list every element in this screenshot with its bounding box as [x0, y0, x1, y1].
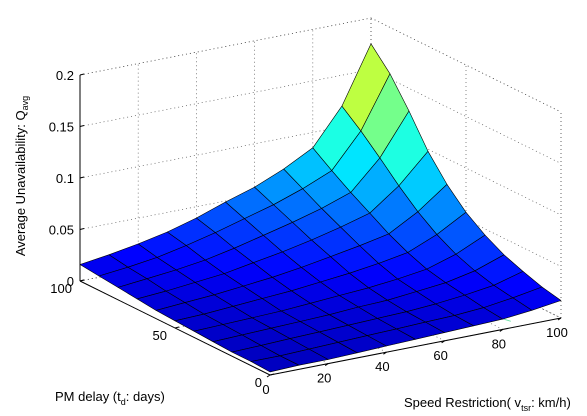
grid-line-z	[79, 17, 372, 76]
z-tick-label: 0.2	[56, 68, 74, 83]
z-tick	[79, 73, 85, 76]
x-tick-label: 100	[546, 325, 568, 340]
z-axis-label-main: Average Unavailability: Q	[13, 110, 28, 256]
surface-mesh	[79, 43, 562, 373]
x-tick-label: 40	[375, 359, 389, 374]
grid-line-z	[79, 120, 372, 179]
x-axis-line	[269, 317, 562, 376]
z-tick-label: 0.15	[49, 120, 74, 135]
x-tick-label: 20	[317, 371, 331, 386]
x-axis-label-sub: tsr	[521, 403, 531, 413]
x-tick	[499, 328, 504, 332]
z-tick	[79, 279, 85, 282]
y-tick-label: 50	[153, 328, 167, 343]
z-axis-label: Average Unavailability: Qavg	[13, 96, 30, 256]
x-tick	[557, 317, 562, 321]
grid-line-z	[370, 172, 562, 267]
z-tick	[79, 176, 85, 179]
y-tick-label: 0	[255, 375, 262, 390]
x-tick-label: 80	[492, 336, 506, 351]
z-axis-label-sub: avg	[20, 96, 30, 111]
z-tick-label: 0.1	[56, 171, 74, 186]
y-tick-label: 100	[50, 281, 72, 296]
y-axis-label-main: PM delay (t	[55, 389, 121, 404]
y-tick	[174, 326, 180, 329]
grid-line-z	[79, 172, 372, 230]
x-tick	[266, 374, 271, 378]
x-tick-label: 0	[262, 382, 269, 397]
x-tick	[383, 351, 387, 355]
z-tick	[79, 228, 85, 230]
x-axis-label: Speed Restriction( vtsr: km/h)	[404, 395, 571, 413]
grid-line-z	[370, 120, 562, 216]
surface-patch	[512, 286, 562, 311]
y-axis-label-tail: : days)	[126, 389, 165, 404]
y-axis-label: PM delay (td: days)	[55, 389, 165, 407]
x-tick	[324, 363, 329, 367]
x-tick-label: 60	[433, 348, 447, 363]
y-axis-label-sub: d	[121, 397, 126, 407]
grid-line-z	[370, 17, 562, 113]
x-axis-label-main: Speed Restriction( v	[404, 395, 522, 410]
z-tick-label: 0.05	[49, 223, 74, 238]
z-tick-label: 0	[67, 274, 74, 289]
grid-line-z	[370, 69, 562, 164]
grid-line-z	[79, 69, 372, 127]
y-tick	[269, 373, 275, 376]
x-axis-label-tail: : km/h)	[531, 395, 571, 410]
z-tick	[79, 125, 85, 127]
x-tick	[441, 340, 445, 344]
